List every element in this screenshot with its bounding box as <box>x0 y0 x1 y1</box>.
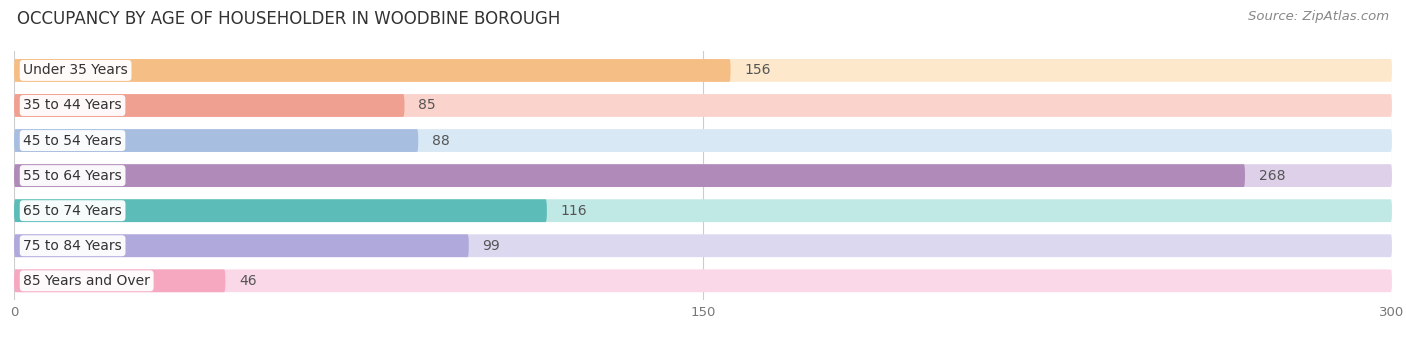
Text: Source: ZipAtlas.com: Source: ZipAtlas.com <box>1249 10 1389 23</box>
FancyBboxPatch shape <box>14 129 418 152</box>
FancyBboxPatch shape <box>14 94 1392 117</box>
FancyBboxPatch shape <box>14 129 1392 152</box>
Text: 75 to 84 Years: 75 to 84 Years <box>24 239 122 253</box>
FancyBboxPatch shape <box>14 94 405 117</box>
Text: Under 35 Years: Under 35 Years <box>24 63 128 77</box>
Text: 45 to 54 Years: 45 to 54 Years <box>24 134 122 148</box>
Text: 116: 116 <box>561 204 588 218</box>
Text: 85 Years and Over: 85 Years and Over <box>24 274 150 288</box>
Text: 55 to 64 Years: 55 to 64 Years <box>24 168 122 183</box>
FancyBboxPatch shape <box>14 164 1392 187</box>
Text: 85: 85 <box>418 99 436 113</box>
FancyBboxPatch shape <box>14 199 1392 222</box>
Text: 65 to 74 Years: 65 to 74 Years <box>24 204 122 218</box>
Text: OCCUPANCY BY AGE OF HOUSEHOLDER IN WOODBINE BOROUGH: OCCUPANCY BY AGE OF HOUSEHOLDER IN WOODB… <box>17 10 560 28</box>
FancyBboxPatch shape <box>14 199 547 222</box>
Text: 46: 46 <box>239 274 257 288</box>
FancyBboxPatch shape <box>14 234 1392 257</box>
FancyBboxPatch shape <box>14 59 1392 82</box>
Text: 156: 156 <box>744 63 770 77</box>
FancyBboxPatch shape <box>14 269 1392 292</box>
Text: 88: 88 <box>432 134 450 148</box>
Text: 99: 99 <box>482 239 501 253</box>
FancyBboxPatch shape <box>14 234 468 257</box>
Text: 268: 268 <box>1258 168 1285 183</box>
FancyBboxPatch shape <box>14 269 225 292</box>
FancyBboxPatch shape <box>14 59 731 82</box>
FancyBboxPatch shape <box>14 164 1244 187</box>
Text: 35 to 44 Years: 35 to 44 Years <box>24 99 122 113</box>
